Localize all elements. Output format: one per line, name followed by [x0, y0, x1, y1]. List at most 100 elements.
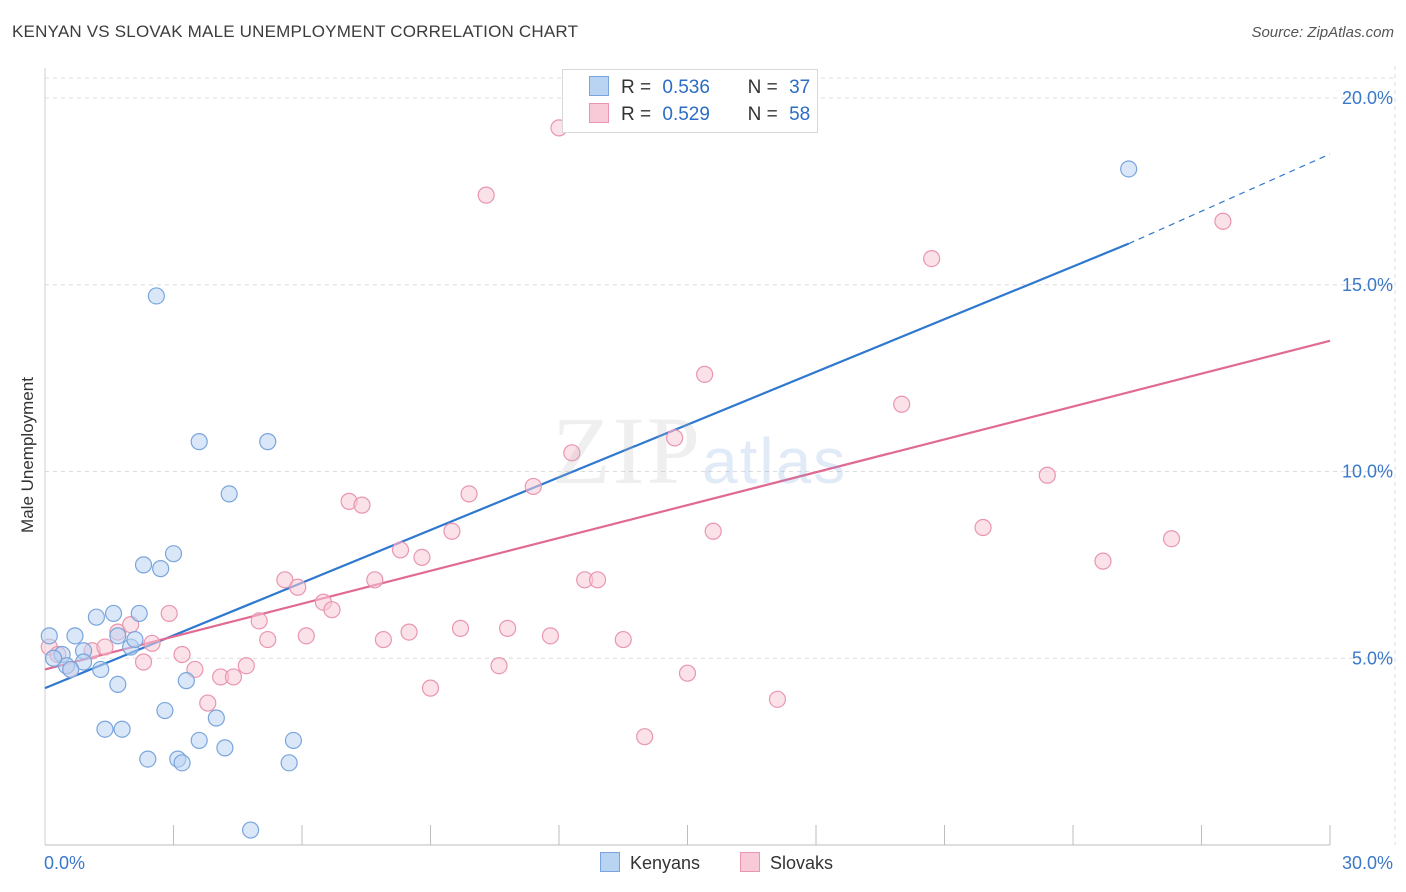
kenyans-point [280, 754, 298, 772]
legend-r-label: R = [621, 104, 652, 125]
slovaks-point [276, 571, 294, 589]
tick-labels: 5.0% 10.0% 15.0% 20.0% 0.0% 30.0% [44, 88, 1393, 873]
slovaks-legend-label: Slovaks [770, 853, 834, 873]
slovaks-point [134, 653, 153, 671]
kenyans-point [156, 701, 174, 720]
kenyans-point [220, 485, 238, 503]
slovaks-legend-swatch [740, 852, 760, 872]
slovaks-point [614, 630, 632, 649]
chart-title: KENYAN VS SLOVAK MALE UNEMPLOYMENT CORRE… [12, 22, 579, 41]
legend-r-label: R = [621, 77, 652, 98]
data-points [40, 89, 1232, 839]
kenyans-point [216, 739, 234, 757]
kenyans-point [92, 660, 110, 679]
slovaks-swatch [589, 103, 609, 123]
kenyans-point [109, 675, 127, 693]
watermark-zip: ZIP [552, 397, 702, 504]
kenyans-point [207, 709, 225, 727]
kenyans-point [130, 604, 148, 623]
slovaks-point [923, 250, 941, 268]
kenyans-point [134, 556, 153, 574]
y-tick-label: 5.0% [1352, 648, 1393, 668]
kenyans-trend-extension [1128, 153, 1331, 245]
slovaks-point [160, 604, 178, 623]
slovaks-point [413, 548, 431, 567]
kenyans-point [173, 754, 191, 772]
kenyans-point [190, 731, 208, 750]
source-label: Source: ZipAtlas.com [1251, 24, 1394, 41]
kenyans-point [96, 720, 114, 738]
kenyans-point [284, 731, 303, 750]
slovaks-point [323, 601, 341, 619]
slovaks-point [224, 668, 243, 686]
slovaks-r-value: 0.529 [662, 104, 710, 125]
slovaks-point [563, 444, 581, 462]
legend-row-slovaks: R = 0.529 N = 58 [589, 103, 810, 125]
slovaks-point [143, 634, 161, 652]
legend-row-kenyans: R = 0.536 N = 37 [589, 76, 810, 98]
slovaks-point [1038, 466, 1056, 484]
slovaks-point [451, 619, 470, 637]
kenyans-point [242, 821, 260, 839]
y-tick-label: 15.0% [1342, 275, 1393, 295]
bottom-legend-slovaks: Slovaks [740, 852, 833, 874]
kenyans-point [87, 608, 106, 626]
kenyans-point [259, 433, 277, 451]
slovaks-point [588, 571, 607, 589]
slovaks-point [250, 612, 268, 630]
y-tick-label: 20.0% [1342, 88, 1393, 108]
slovaks-point [636, 728, 654, 746]
slovaks-point [353, 496, 371, 514]
kenyans-n-value: 37 [789, 77, 811, 98]
kenyans-point [44, 649, 63, 667]
slovaks-point [541, 627, 560, 645]
slovaks-point [893, 395, 911, 413]
kenyans-point [164, 545, 183, 563]
y-tick-label: 10.0% [1342, 462, 1393, 482]
slovaks-point [400, 623, 418, 641]
slovaks-point [199, 694, 217, 712]
slovaks-point [173, 645, 191, 664]
slovaks-point [678, 664, 697, 682]
slovaks-point [391, 541, 410, 559]
kenyans-legend-label: Kenyans [630, 853, 701, 873]
kenyans-point [109, 627, 127, 645]
slovaks-point [704, 522, 722, 540]
x-tick-label: 30.0% [1342, 853, 1393, 873]
kenyans-trend-line [44, 242, 1130, 690]
kenyans-point [62, 660, 80, 679]
kenyans-point [1120, 160, 1138, 178]
slovaks-point [374, 630, 392, 649]
slovaks-point [289, 578, 307, 596]
slovaks-point [460, 485, 478, 503]
correlation-legend: R = 0.536 N = 37 R = 0.529 N = 58 [562, 69, 818, 133]
legend-n-label: N = [747, 104, 778, 125]
y-axis-label: Male Unemployment [18, 377, 37, 533]
slovaks-point [1094, 552, 1112, 570]
kenyans-point [147, 287, 165, 305]
kenyans-point [104, 604, 123, 623]
watermark: ZIPatlas [552, 395, 847, 506]
slovaks-point [499, 619, 517, 637]
kenyans-point [177, 672, 195, 690]
kenyans-r-value: 0.536 [662, 77, 710, 98]
slovaks-point [421, 679, 440, 697]
slovaks-point [237, 657, 255, 675]
legend-n-label: N = [747, 77, 778, 98]
slovaks-point [696, 365, 714, 383]
x-tick-label: 0.0% [44, 853, 85, 873]
slovaks-n-value: 58 [789, 104, 811, 125]
kenyans-swatch [589, 76, 609, 96]
slovaks-point [1162, 530, 1181, 548]
kenyans-point [139, 750, 157, 768]
slovaks-point [477, 186, 495, 204]
kenyans-point [74, 653, 93, 671]
slovaks-point [974, 518, 992, 537]
watermark-atlas: atlas [702, 425, 848, 497]
kenyans-point [40, 627, 58, 645]
slovaks-point [524, 477, 542, 496]
axes [44, 68, 1331, 846]
kenyans-point [113, 720, 131, 738]
kenyans-point [190, 433, 208, 451]
